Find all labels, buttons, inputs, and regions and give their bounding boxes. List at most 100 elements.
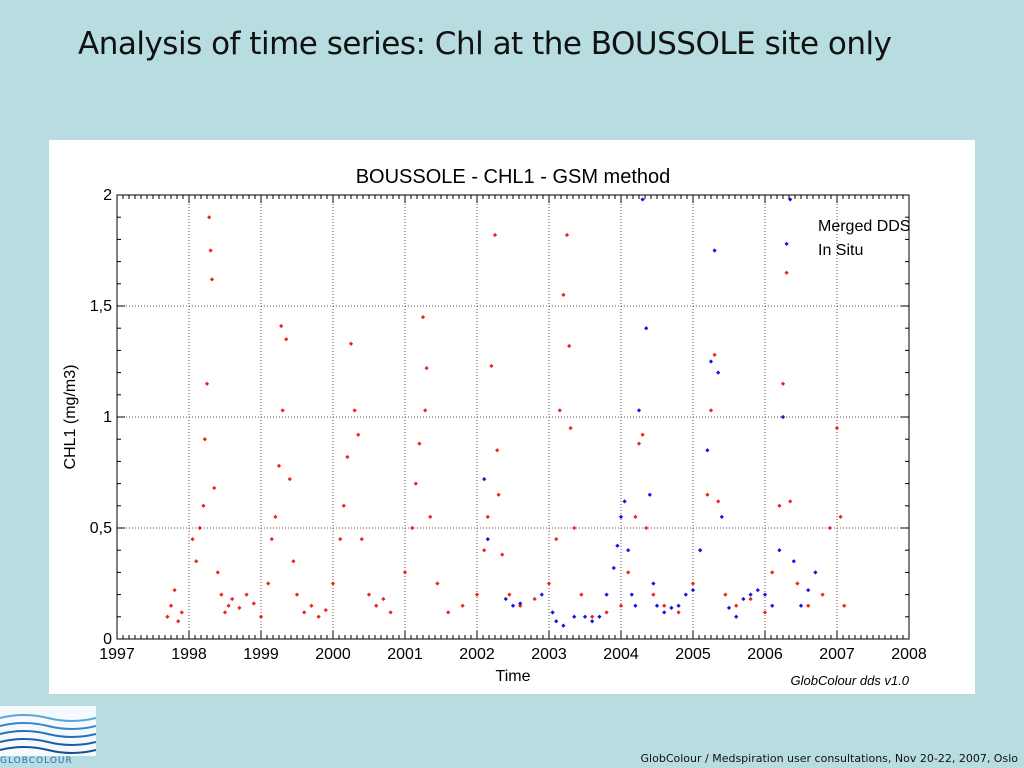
footer-text: GlobColour / Medspiration user consultat…	[640, 752, 1018, 765]
merged-dds-point	[507, 592, 512, 597]
merged-dds-point	[194, 559, 199, 564]
y-tick-label: 0,5	[90, 520, 112, 537]
merged-dds-point	[356, 432, 361, 437]
in-situ-point	[622, 499, 627, 504]
in-situ-point	[611, 565, 616, 571]
in-situ-point	[626, 548, 631, 553]
merged-dds-point	[345, 454, 350, 460]
merged-dds-point	[330, 581, 336, 586]
merged-dds-point	[172, 588, 177, 593]
chart-grid	[117, 195, 909, 639]
y-tick-label: 2	[103, 187, 112, 204]
merged-dds-point	[784, 270, 789, 275]
merged-dds-point	[291, 559, 296, 564]
merged-dds-point	[244, 592, 249, 597]
logo-text: GLOBCOLOUR	[0, 756, 73, 766]
x-tick-label: 2005	[675, 646, 711, 663]
chart-points	[165, 197, 847, 628]
merged-dds-point	[284, 337, 289, 342]
merged-dds-point	[633, 514, 638, 520]
merged-dds-point	[716, 499, 721, 504]
in-situ-point	[791, 559, 796, 564]
merged-dds-point	[567, 343, 572, 349]
in-situ-point	[755, 588, 760, 593]
legend-in-situ: In Situ	[818, 242, 863, 259]
merged-dds-point	[237, 605, 242, 611]
in-situ-point	[690, 588, 696, 593]
in-situ-point	[644, 326, 649, 331]
x-tick-label: 1999	[243, 646, 279, 663]
slide-title: Analysis of time series: Chl at the BOUS…	[78, 26, 892, 62]
merged-dds-point	[561, 292, 566, 298]
in-situ-point	[654, 603, 660, 608]
merged-dds-point	[748, 596, 753, 602]
merged-dds-point	[190, 536, 195, 542]
merged-dds-point	[532, 596, 537, 602]
in-situ-point	[651, 581, 656, 586]
in-situ-point	[633, 603, 638, 608]
in-situ-point	[604, 592, 609, 597]
merged-dds-point	[495, 448, 500, 453]
in-situ-point	[798, 603, 804, 608]
merged-dds-point	[208, 248, 213, 253]
merged-dds-point	[179, 610, 184, 615]
merged-dds-point	[388, 610, 393, 615]
merged-dds-point	[579, 592, 584, 597]
in-situ-point	[618, 514, 624, 520]
chart-ticks: 1997 1998 1999 2000 2001 2002 2003 2004 2005 2006…	[90, 187, 927, 663]
x-tick-label: 2008	[891, 646, 927, 663]
merged-dds-point	[309, 603, 314, 608]
merged-dds-point	[423, 408, 428, 413]
merged-dds-point	[554, 536, 559, 542]
merged-dds-point	[279, 323, 284, 329]
in-situ-point	[662, 610, 667, 615]
merged-dds-point	[712, 352, 717, 357]
merged-dds-point	[651, 592, 656, 597]
in-situ-point	[698, 548, 703, 553]
merged-dds-point	[366, 592, 372, 597]
y-tick-label: 0	[103, 631, 112, 648]
in-situ-point	[647, 492, 652, 497]
merged-dds-point	[834, 425, 840, 431]
merged-dds-point	[165, 614, 170, 619]
merged-dds-point	[302, 610, 307, 615]
chart-panel: BOUSSOLE - CHL1 - GSM method 1997 1998 199…	[49, 140, 975, 694]
x-axis-label: Time	[496, 668, 531, 685]
merged-dds-point	[762, 610, 768, 615]
merged-dds-point	[590, 614, 595, 619]
in-situ-point	[550, 610, 555, 615]
in-situ-point	[629, 592, 634, 597]
merged-dds-point	[209, 277, 215, 282]
in-situ-point	[561, 623, 566, 628]
merged-dds-point	[723, 592, 728, 597]
merged-dds-point	[428, 514, 433, 520]
merged-dds-point	[690, 581, 696, 586]
in-situ-point	[669, 605, 674, 611]
merged-dds-point	[777, 503, 782, 508]
merged-dds-point	[838, 514, 843, 520]
in-situ-point	[640, 197, 645, 202]
merged-dds-point	[204, 381, 210, 386]
merged-dds-point	[518, 603, 523, 608]
merged-dds-point	[417, 441, 422, 446]
chart-title: BOUSSOLE - CHL1 - GSM method	[356, 166, 671, 188]
merged-dds-point	[795, 581, 800, 586]
x-tick-label: 2001	[387, 646, 423, 663]
in-situ-point	[719, 514, 724, 520]
merged-dds-point	[734, 603, 739, 608]
merged-dds-point	[176, 619, 181, 624]
merged-dds-point	[435, 581, 440, 586]
in-situ-point	[676, 603, 681, 608]
merged-dds-point	[374, 603, 379, 608]
merged-dds-point	[341, 503, 346, 508]
legend-merged-dds: Merged DDS	[818, 218, 910, 235]
merged-dds-point	[352, 408, 357, 413]
merged-dds-point	[492, 232, 498, 238]
merged-dds-point	[258, 614, 264, 619]
merged-dds-point	[489, 363, 494, 369]
merged-dds-point	[788, 499, 793, 504]
in-situ-point	[712, 248, 717, 253]
merged-dds-point	[280, 408, 285, 413]
merged-dds-point	[269, 536, 274, 542]
merged-dds-point	[273, 514, 278, 520]
